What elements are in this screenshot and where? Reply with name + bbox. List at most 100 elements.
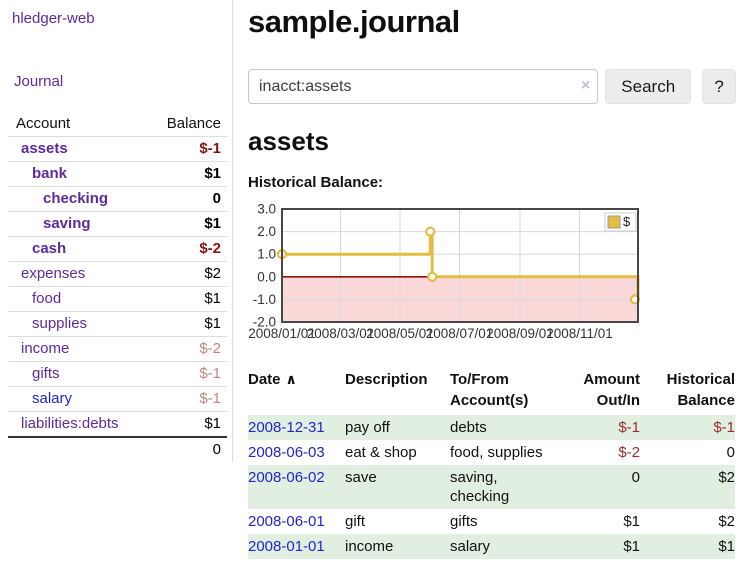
svg-text:2.0: 2.0 xyxy=(257,224,276,239)
svg-text:$: $ xyxy=(623,214,631,229)
transaction-date-link[interactable]: 2008-06-02 xyxy=(248,469,325,486)
main-content: sample.journal × Search ? assets Histori… xyxy=(234,0,742,559)
register-row: 2008-12-31 pay off debts $-1 $-1 xyxy=(248,415,735,440)
account-link[interactable]: saving xyxy=(43,215,91,232)
svg-text:2008/11/01: 2008/11/01 xyxy=(546,326,613,341)
transaction-date-link[interactable]: 2008-01-01 xyxy=(248,538,325,555)
page-title: sample.journal xyxy=(248,4,460,39)
tofrom-column-header: To/From Account(s) xyxy=(450,371,529,409)
account-link[interactable]: supplies xyxy=(32,315,88,332)
account-balance: $1 xyxy=(149,311,227,337)
svg-text:2008/05/01: 2008/05/01 xyxy=(366,326,434,341)
transaction-date-link[interactable]: 2008-06-03 xyxy=(248,444,325,461)
transaction-accounts: food, supplies xyxy=(450,444,543,461)
transaction-description: income xyxy=(345,534,450,559)
register-row: 2008-06-03 eat & shop food, supplies $-2… xyxy=(248,440,735,465)
search-button[interactable]: Search xyxy=(605,69,692,104)
transaction-accounts: gifts xyxy=(450,513,478,530)
account-link[interactable]: cash xyxy=(32,240,67,257)
transaction-balance: 0 xyxy=(726,444,735,461)
svg-text:2008/09/01: 2008/09/01 xyxy=(486,326,554,341)
transaction-description: gift xyxy=(345,513,366,530)
search-input-wrap: × xyxy=(248,69,599,104)
brand-link[interactable]: hledger-web xyxy=(12,10,95,27)
account-row-cash: cash $-2 xyxy=(8,236,227,262)
account-tree-table: Account Balance assets $-1 bank $1 check… xyxy=(8,112,227,462)
transaction-balance: $2 xyxy=(640,465,735,509)
account-link[interactable]: liabilities:debts xyxy=(21,415,119,432)
transaction-amount: $-2 xyxy=(618,444,640,461)
svg-text:0.0: 0.0 xyxy=(257,269,276,284)
account-link[interactable]: food xyxy=(32,290,62,307)
register-row: 2008-06-02 save saving, checking 0 $2 xyxy=(248,465,735,509)
search-form: × Search ? xyxy=(248,69,736,104)
account-balance: 0 xyxy=(149,186,227,212)
account-link[interactable]: salary xyxy=(32,390,73,407)
register-row: 2008-06-01 gift gifts $1 $2 xyxy=(248,509,735,534)
account-row-salary: salary $-1 xyxy=(8,386,227,412)
transaction-date-link[interactable]: 2008-12-31 xyxy=(248,419,325,436)
transaction-balance: $-1 xyxy=(640,415,735,440)
transaction-balance: $2 xyxy=(718,513,735,530)
account-balance: $-1 xyxy=(149,136,227,162)
account-tree-header: Account Balance xyxy=(8,112,227,137)
historical-column-header: Historical Balance xyxy=(666,371,735,409)
transaction-amount: $1 xyxy=(582,534,640,559)
svg-text:2008/01/01: 2008/01/01 xyxy=(248,326,316,341)
account-link[interactable]: income xyxy=(21,340,70,357)
amount-column-header: Amount Out/In xyxy=(583,371,640,409)
account-row-checking: checking 0 xyxy=(8,186,227,212)
account-balance: $1 xyxy=(149,286,227,312)
date-column-header[interactable]: Date ∧ xyxy=(248,371,297,388)
transaction-amount: $-1 xyxy=(582,415,640,440)
register-table: Date ∧ Description To/From Account(s) Amo… xyxy=(248,367,735,559)
account-row-saving: saving $1 xyxy=(8,211,227,237)
transaction-description: pay off xyxy=(345,415,450,440)
account-link[interactable]: expenses xyxy=(21,265,86,282)
description-column-header: Description xyxy=(345,371,428,388)
transaction-date-link[interactable]: 2008-06-01 xyxy=(248,513,325,530)
svg-text:2008/03/01: 2008/03/01 xyxy=(307,326,375,341)
account-link[interactable]: assets xyxy=(21,140,68,157)
account-balance: $1 xyxy=(149,411,227,437)
transaction-description: eat & shop xyxy=(345,444,417,461)
account-balance: $-2 xyxy=(149,236,227,262)
account-balance: $-1 xyxy=(149,361,227,387)
svg-text:-2.0: -2.0 xyxy=(253,315,276,330)
register-row: 2008-01-01 income salary $1 $1 xyxy=(248,534,735,559)
help-button[interactable]: ? xyxy=(702,69,736,104)
sidebar: hledger-web Journal Account Balance asse… xyxy=(0,0,233,462)
account-column-header: Account xyxy=(8,112,150,137)
register-header-row: Date ∧ Description To/From Account(s) Amo… xyxy=(248,367,735,415)
transaction-amount: 0 xyxy=(582,465,640,509)
balance-column-header: Balance xyxy=(149,112,227,137)
account-link[interactable]: gifts xyxy=(32,365,60,382)
account-row-food: food $1 xyxy=(8,286,227,312)
svg-text:-1.0: -1.0 xyxy=(253,292,276,307)
transaction-amount: $1 xyxy=(623,513,640,530)
account-row-expenses: expenses $2 xyxy=(8,261,227,287)
account-balance: $1 xyxy=(149,211,227,237)
account-link[interactable]: bank xyxy=(32,165,68,182)
chart-canvas: $3.0 2.0 1.0 0.0 -1.0 -2.02008/01/012008/03/0… xyxy=(248,202,641,341)
account-balance: $2 xyxy=(149,261,227,287)
historical-balance-chart: $3.0 2.0 1.0 0.0 -1.0 -2.0 2008/01/01 2008/03/0… xyxy=(248,202,646,346)
chart-heading: Historical Balance: xyxy=(248,174,384,191)
transaction-balance: $1 xyxy=(640,534,735,559)
account-section-title: assets xyxy=(248,126,329,156)
account-balance: $1 xyxy=(149,161,227,187)
transaction-accounts: salary xyxy=(450,534,582,559)
account-balance: $-2 xyxy=(149,336,227,362)
account-row-supplies: supplies $1 xyxy=(8,311,227,337)
nav-journal-link[interactable]: Journal xyxy=(14,73,64,90)
transaction-accounts: saving, checking xyxy=(450,465,582,509)
total-balance: 0 xyxy=(149,436,227,462)
transaction-description: save xyxy=(345,465,450,509)
sidebar-nav: Journal xyxy=(14,73,232,90)
app-brand: hledger-web xyxy=(0,10,232,27)
clear-search-icon[interactable]: × xyxy=(580,77,591,94)
account-row-gifts: gifts $-1 xyxy=(8,361,227,387)
transaction-accounts: debts xyxy=(450,415,582,440)
search-input[interactable] xyxy=(248,69,599,104)
account-link[interactable]: checking xyxy=(43,190,109,207)
